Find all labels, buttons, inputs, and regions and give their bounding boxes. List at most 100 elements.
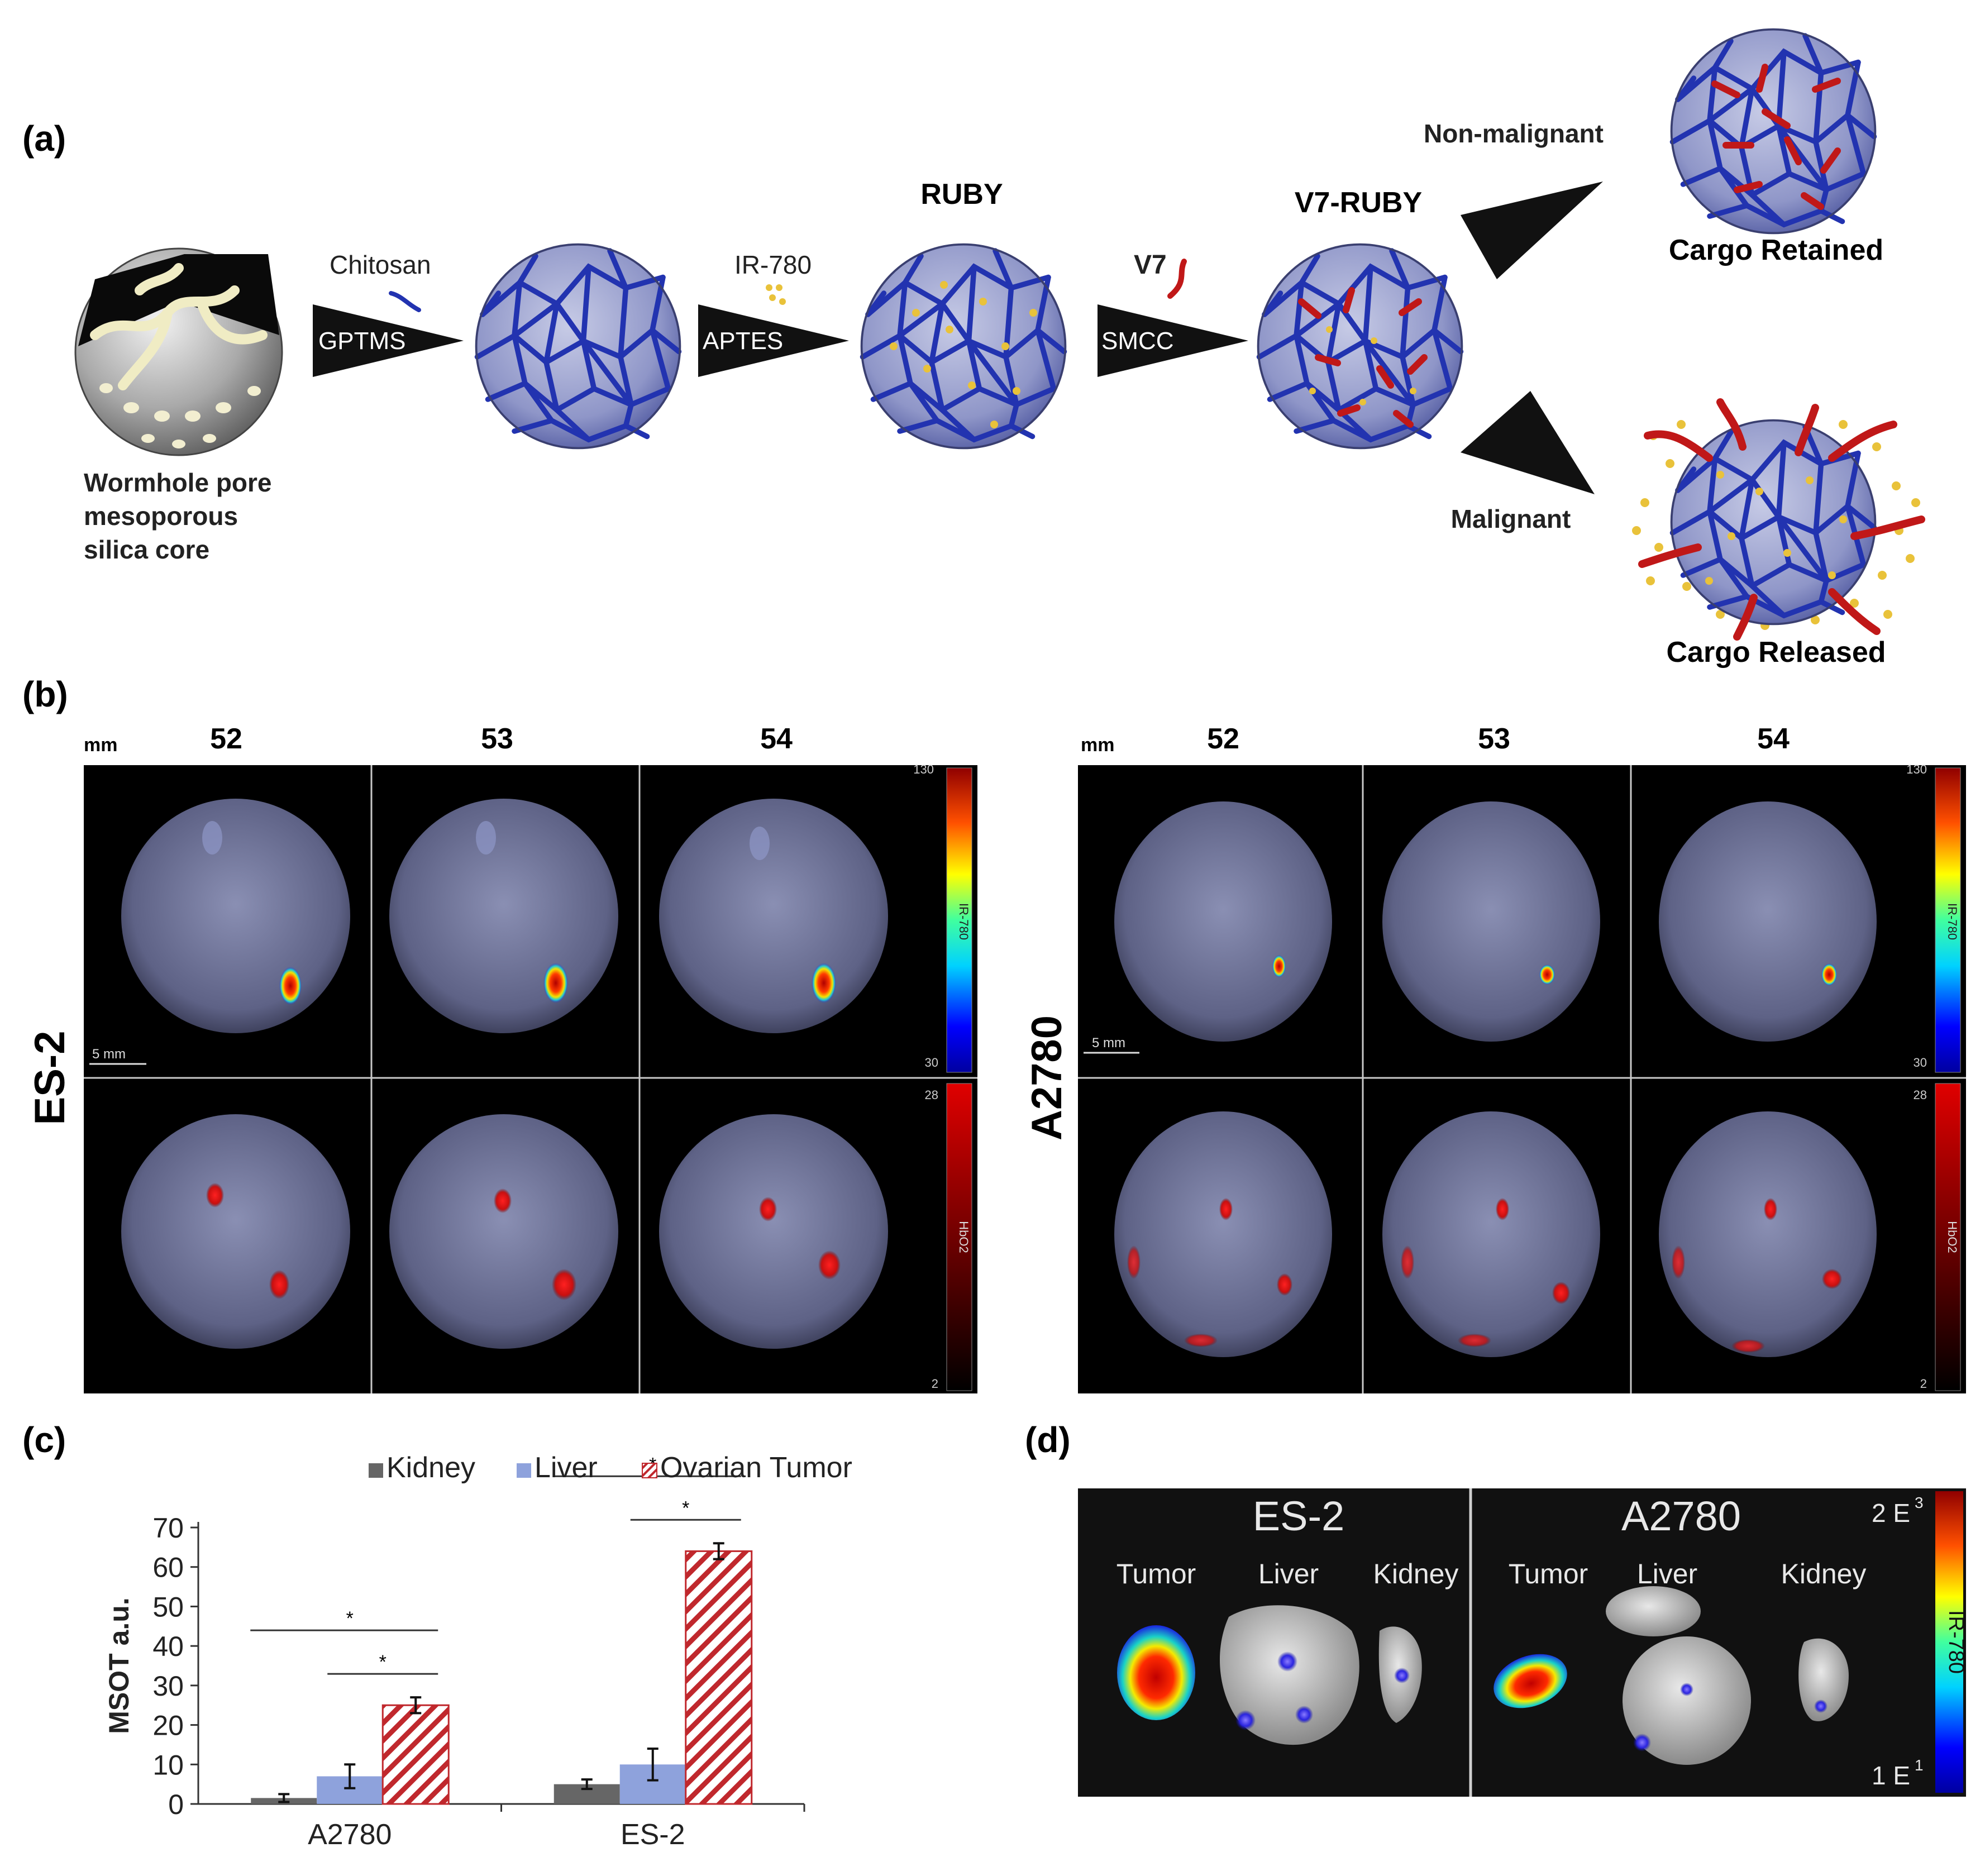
x-tick-label: ES-2 [621,1818,685,1851]
legend-label-ovarian-tumor: Ovarian Tumor [660,1452,852,1484]
a2780-hbo2-slice-54 [1659,1111,1877,1357]
es2-slice-53: 53 [481,723,513,755]
panel-d-label: (d) [1025,1420,1071,1460]
step-arrow-smcc: SMCC [1098,304,1248,377]
panel-c: (c) 0 10 20 30 40 50 60 70 MSOT a.u. A2780 ES-2 * * *… [22,1420,852,1851]
es2-ir780-slice-53 [389,799,618,1033]
step-arrow-gptms-label: GPTMS [318,327,405,355]
exvivo-es2-title: ES-2 [1253,1493,1345,1539]
y-tick-label: 0 [168,1789,184,1820]
es2-hbo2-max: 28 [925,1088,938,1102]
chitosan-coated-particle [476,245,680,448]
exvivo-a2780-tumor-label: Tumor [1509,1558,1588,1589]
y-tick-label: 40 [152,1631,184,1662]
y-tick-label: 20 [152,1710,184,1741]
es2-ir780-colorbar: 130 30 IR-780 [913,762,972,1073]
exvivo-a2780-title: A2780 [1621,1493,1741,1539]
es2-slice-54: 54 [760,723,793,755]
v7-ruby-title: V7-RUBY [1295,187,1422,219]
es2-group-label: ES-2 [26,1031,74,1125]
v7-label: V7 [1134,250,1167,280]
y-tick-label: 60 [152,1552,184,1583]
cargo-retained-particle [1672,30,1876,233]
non-malignant-label: Non-malignant [1424,119,1604,148]
es2-hbo2-slice-53 [389,1114,618,1349]
ir780-label: IR-780 [734,250,812,279]
y-tick-label: 30 [152,1670,184,1702]
cargo-released-particle [1632,398,1925,641]
legend-label-kidney: Kidney [386,1452,475,1484]
y-tick-label: 10 [152,1749,184,1780]
exvivo-a2780-liver [1606,1586,1751,1765]
es2-hbo2-label: HbO2 [957,1221,971,1253]
branch-arrow-upper [1461,182,1603,279]
exvivo-a2780-kidney-label: Kidney [1781,1558,1867,1589]
panel-b-label: (b) [22,674,68,714]
core-caption-line3: silica core [84,535,209,564]
silica-core-sphere [74,247,283,456]
y-tick-label: 70 [152,1512,184,1544]
y-tick-label: 50 [152,1591,184,1622]
branch-arrow-lower [1461,391,1595,494]
a2780-hbo2-colorbar: 28 2 HbO2 [1914,1083,1961,1391]
bar-ovarian-tumor-es-2 [685,1550,753,1805]
a2780-group-label: A2780 [1023,1015,1071,1140]
y-axis-label: MSOT a.u. [103,1597,135,1734]
es2-msot-group: mm 52 53 54 ES-2 5 mm [26,723,977,1393]
es2-hbo2-min: 2 [932,1377,938,1391]
a2780-slice-52: 52 [1207,723,1239,755]
exvivo-es2-kidney [1378,1626,1422,1723]
chitosan-label: Chitosan [330,250,431,279]
es2-ir780-min: 30 [925,1056,938,1070]
exvivo-ir780-colorbar: IR-780 2 E 3 1 E 1 [1872,1491,1968,1793]
core-caption-line2: mesoporous [84,502,238,531]
step-arrow-aptes-label: APTES [703,327,783,355]
exvivo-es2-liver [1219,1605,1359,1745]
step-arrow-gptms: GPTMS [313,304,464,377]
x-tick-label: A2780 [308,1818,392,1851]
exvivo-colorbar-max-exp: 3 [1915,1494,1924,1511]
es2-slice-52: 52 [210,723,242,755]
exvivo-colorbar-min: 1 E [1872,1761,1910,1790]
significance-mark: * [682,1497,689,1519]
a2780-msot-group: mm 52 53 54 A2780 5 mm [1023,723,1966,1393]
legend-swatch-ovarian-tumor [642,1463,657,1478]
cargo-released-label: Cargo Released [1666,636,1886,669]
a2780-ir780-label: IR-780 [1945,903,1959,940]
exvivo-es2-tumor [1117,1625,1195,1720]
es2-hbo2-slice-54 [659,1114,888,1349]
legend-swatch-liver [517,1463,531,1478]
exvivo-es2-tumor-label: Tumor [1116,1558,1196,1589]
exvivo-a2780-kidney [1798,1638,1849,1721]
a2780-scale-bar-label: 5 mm [1092,1035,1125,1051]
exvivo-es2-liver-label: Liver [1258,1558,1319,1589]
a2780-ir780-slice-52 [1114,801,1332,1042]
es2-hbo2-colorbar: 28 2 HbO2 [925,1083,972,1391]
chitosan-strand-icon [389,291,421,312]
exvivo-es2-kidney-label: Kidney [1373,1558,1459,1589]
panel-b: (b) mm 52 53 54 ES-2 5 mm [22,674,1966,1393]
significance-mark: * [346,1608,354,1629]
step-arrow-aptes: APTES [698,304,849,377]
exvivo-colorbar-min-exp: 1 [1915,1756,1924,1774]
exvivo-colorbar-label: IR-780 [1944,1610,1968,1674]
es2-ir780-slice-54 [659,799,888,1033]
a2780-slice-54: 54 [1757,723,1790,755]
a2780-hbo2-max: 28 [1914,1088,1927,1102]
exvivo-colorbar-max: 2 E [1872,1498,1910,1527]
legend-label-liver: Liver [535,1452,598,1484]
ir780-dye-icon [766,284,786,305]
es2-hbo2-slice-52 [121,1114,350,1349]
significance-mark: * [379,1651,386,1673]
malignant-label: Malignant [1451,504,1571,533]
es2-ir780-max: 130 [913,762,934,776]
exvivo-a2780-liver-label: Liver [1637,1558,1697,1589]
cargo-retained-label: Cargo Retained [1669,234,1883,266]
a2780-ir780-min: 30 [1914,1056,1927,1070]
a2780-ir780-colorbar: 130 30 IR-780 [1906,762,1961,1073]
panel-d: (d) ES-2 A2780 Tumor Liver Kidney Tumor … [1025,1420,1968,1797]
v7-peptide-icon [1167,259,1187,299]
es2-ir780-label: IR-780 [957,903,971,940]
